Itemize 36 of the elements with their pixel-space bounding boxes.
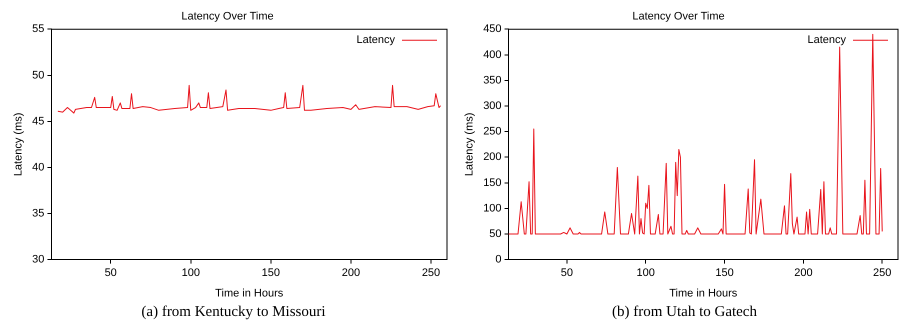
y-tick-label: 40 [32,161,44,174]
x-tick-label: 100 [636,267,655,280]
y-axis-title: Latency (ms) [12,112,25,176]
y-tick-label: 50 [32,69,44,82]
y-tick-label: 100 [483,202,502,214]
y-tick-label: 35 [32,208,44,220]
y-tick-label: 55 [32,23,44,36]
x-tick-label: 100 [182,267,200,280]
legend-label: Latency [807,34,846,46]
y-tick-label: 450 [483,23,502,36]
y-tick-label: 350 [483,74,502,86]
x-tick-label: 250 [422,267,440,280]
x-tick-label: 150 [715,267,734,280]
y-tick-label: 30 [32,254,44,266]
x-tick-label: 50 [560,267,574,280]
x-tick-label: 200 [342,267,360,280]
x-axis-title: Time in Hours [215,287,284,300]
y-tick-label: 50 [489,228,502,240]
y-tick-label: 400 [483,48,502,61]
x-tick-label: 200 [794,267,813,280]
y-tick-label: 0 [495,254,502,266]
y-tick-label: 45 [32,115,44,128]
x-tick-label: 250 [873,267,892,280]
y-tick-label: 200 [483,151,502,164]
chart-title: Latency Over Time [181,10,274,23]
y-tick-label: 300 [483,100,502,112]
chart-title: Latency Over Time [632,10,725,23]
x-tick-label: 50 [104,267,117,280]
legend-label: Latency [356,34,396,46]
text: (b) from Utah to Gatech [611,304,758,321]
x-tick-label: 150 [262,267,280,280]
y-tick-label: 250 [483,126,502,138]
y-tick-label: 150 [483,176,502,189]
y-axis-title: Latency (ms) [464,112,476,176]
x-axis-title: Time in Hours [669,287,738,300]
text: (a) from Kentucky to Missouri [140,304,327,321]
